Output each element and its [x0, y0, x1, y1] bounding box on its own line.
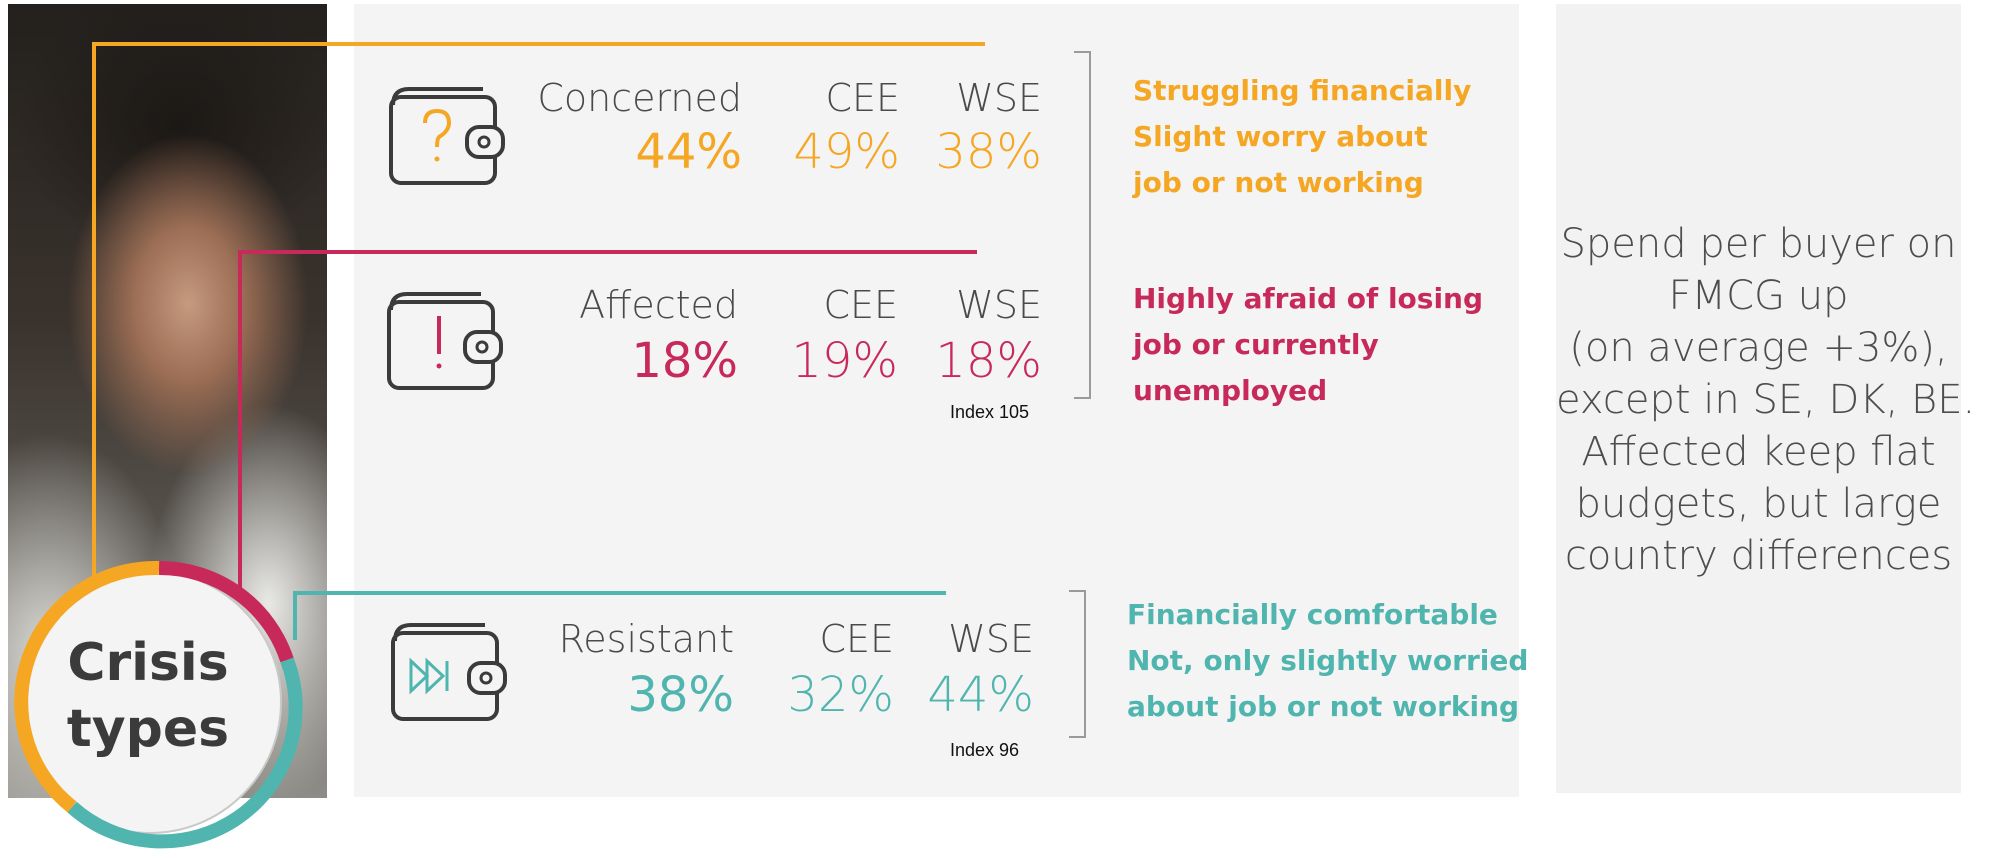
wallet-question-icon [389, 87, 505, 185]
resistant-value: 38% [627, 667, 734, 723]
summary-panel [1556, 4, 1961, 793]
affected-value: 18% [631, 333, 738, 389]
affected-label: Affected [579, 283, 738, 327]
resistant-wse-value: 44% [927, 667, 1034, 723]
wallet-fast-forward-icon [391, 623, 507, 721]
affected-cee-value: 19% [791, 333, 898, 389]
wallet-exclamation-icon [387, 292, 503, 390]
concerned-label: Concerned [537, 76, 742, 120]
resistant-cee-label: CEE [819, 617, 894, 661]
spend-summary-text: Spend per buyer on FMCG up (on average +… [1556, 221, 1976, 579]
resistant-wse-label: WSE [948, 617, 1034, 661]
concerned-cee-value: 49% [793, 124, 900, 180]
resistant-description: Financially comfortable Not, only slight… [1127, 598, 1529, 723]
badge-title: Crisis types [66, 633, 230, 759]
concerned-description: Struggling financially Slight worry abou… [1133, 74, 1472, 199]
affected-cee-label: CEE [823, 283, 898, 327]
resistant-cee-value: 32% [787, 667, 894, 723]
resistant-label: Resistant [558, 617, 734, 661]
affected-wse-label: WSE [956, 283, 1042, 327]
concerned-wse-label: WSE [956, 76, 1042, 120]
concerned-value: 44% [635, 124, 742, 180]
affected-wse-value: 18% [935, 333, 1042, 389]
resistant-index: Index 96 [950, 740, 1020, 760]
affected-index: Index 105 [950, 402, 1030, 422]
affected-description: Highly afraid of losing job or currently… [1133, 282, 1484, 407]
concerned-wse-value: 38% [935, 124, 1042, 180]
concerned-cee-label: CEE [825, 76, 900, 120]
